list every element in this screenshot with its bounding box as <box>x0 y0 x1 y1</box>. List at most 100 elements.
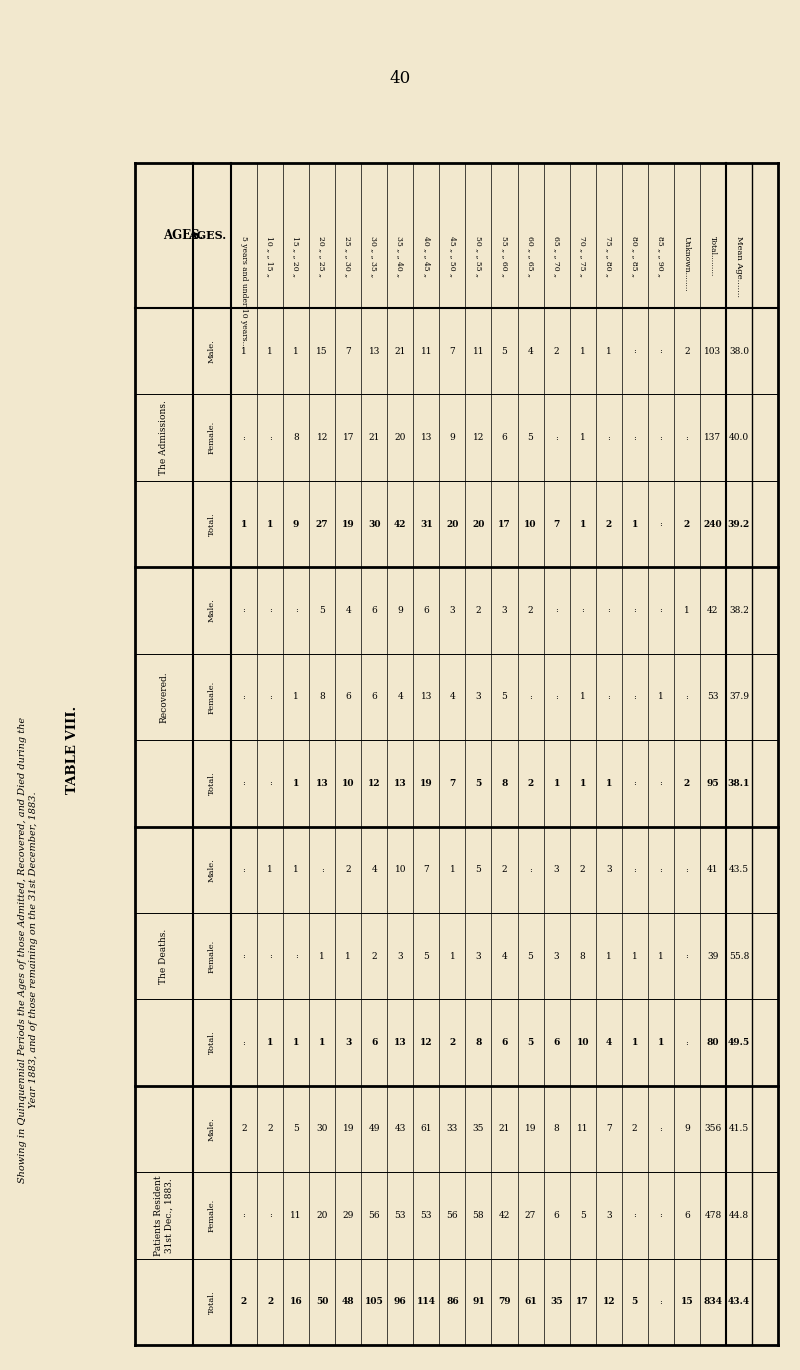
Text: 1: 1 <box>319 952 325 960</box>
Text: 1: 1 <box>606 778 612 788</box>
Text: 3: 3 <box>476 692 482 701</box>
Text: The Admissions.: The Admissions. <box>159 400 169 475</box>
Text: 2: 2 <box>267 1297 273 1306</box>
Text: :: : <box>269 1211 271 1219</box>
Text: 9: 9 <box>684 1125 690 1133</box>
Text: 33: 33 <box>446 1125 458 1133</box>
Text: 4: 4 <box>371 866 377 874</box>
Text: 56: 56 <box>369 1211 380 1219</box>
Text: :: : <box>659 1297 662 1306</box>
Text: 25 „ „ 30 „: 25 „ „ 30 „ <box>344 236 352 277</box>
Text: 12: 12 <box>602 1297 615 1306</box>
Text: 6: 6 <box>371 606 377 615</box>
Text: 41: 41 <box>707 866 718 874</box>
Text: 1: 1 <box>294 692 299 701</box>
Text: 1: 1 <box>632 952 638 960</box>
Text: 1: 1 <box>579 519 586 529</box>
Text: :: : <box>634 1211 636 1219</box>
Text: 1: 1 <box>294 866 299 874</box>
Text: :: : <box>269 952 271 960</box>
Text: Female.: Female. <box>208 421 216 455</box>
Text: :: : <box>529 866 532 874</box>
Text: 5: 5 <box>475 778 482 788</box>
Text: 2: 2 <box>554 347 559 356</box>
Text: 30: 30 <box>317 1125 328 1133</box>
Text: :: : <box>242 1038 246 1047</box>
Text: 6: 6 <box>554 1038 560 1047</box>
Text: 4: 4 <box>450 692 455 701</box>
Text: 1: 1 <box>580 433 586 443</box>
Text: 70 „ „ 75 „: 70 „ „ 75 „ <box>578 236 586 277</box>
Text: :: : <box>659 521 662 527</box>
Text: 2: 2 <box>346 866 351 874</box>
Text: 2: 2 <box>476 606 482 615</box>
Text: 39.2: 39.2 <box>728 519 750 529</box>
Text: 1: 1 <box>319 1038 326 1047</box>
Text: 5: 5 <box>423 952 430 960</box>
Text: 15: 15 <box>316 347 328 356</box>
Text: 13: 13 <box>394 778 406 788</box>
Text: 1: 1 <box>267 866 273 874</box>
Text: 15: 15 <box>681 1297 693 1306</box>
Text: 80: 80 <box>706 1038 719 1047</box>
Text: 6: 6 <box>684 1211 690 1219</box>
Text: 35 „ „ 40 „: 35 „ „ 40 „ <box>396 236 404 277</box>
Text: 5: 5 <box>502 692 507 701</box>
Text: 1: 1 <box>450 866 455 874</box>
Text: 13: 13 <box>421 433 432 443</box>
Text: 42: 42 <box>394 519 406 529</box>
Text: 2: 2 <box>684 519 690 529</box>
Text: 8: 8 <box>554 1125 559 1133</box>
Text: 12: 12 <box>473 433 484 443</box>
Text: 49: 49 <box>369 1125 380 1133</box>
Text: 6: 6 <box>346 692 351 701</box>
Text: 3: 3 <box>345 1038 351 1047</box>
Text: 56: 56 <box>446 1211 458 1219</box>
Text: 1: 1 <box>658 692 664 701</box>
Text: 61: 61 <box>421 1125 432 1133</box>
Text: :: : <box>659 1211 662 1219</box>
Text: 5: 5 <box>528 433 534 443</box>
Text: :: : <box>634 693 636 701</box>
Text: 27: 27 <box>525 1211 536 1219</box>
Text: 3: 3 <box>476 952 482 960</box>
Text: Mean Age.......: Mean Age....... <box>735 236 743 296</box>
Text: 13: 13 <box>394 1038 406 1047</box>
Text: 10 „ „ 15 „: 10 „ „ 15 „ <box>266 236 274 277</box>
Text: 16: 16 <box>290 1297 302 1306</box>
Text: :: : <box>242 780 246 788</box>
Text: 240: 240 <box>703 519 722 529</box>
Text: 17: 17 <box>576 1297 589 1306</box>
Text: :: : <box>607 607 610 615</box>
Text: 19: 19 <box>420 778 433 788</box>
Text: :: : <box>242 1211 246 1219</box>
Text: 2: 2 <box>242 1125 247 1133</box>
Text: 38.0: 38.0 <box>729 347 749 356</box>
Text: :: : <box>269 693 271 701</box>
Text: Total.: Total. <box>208 771 216 795</box>
Text: 20: 20 <box>317 1211 328 1219</box>
Text: 12: 12 <box>368 778 381 788</box>
Text: Male.: Male. <box>208 340 216 363</box>
Text: 5: 5 <box>475 866 482 874</box>
Text: 1: 1 <box>580 692 586 701</box>
Text: :: : <box>659 434 662 441</box>
Text: 2: 2 <box>371 952 377 960</box>
Text: 1: 1 <box>450 952 455 960</box>
Text: 7: 7 <box>606 1125 611 1133</box>
Text: 43.4: 43.4 <box>728 1297 750 1306</box>
Text: 75 „ „ 80 „: 75 „ „ 80 „ <box>605 236 613 277</box>
Text: 58: 58 <box>473 1211 484 1219</box>
Text: 2: 2 <box>241 1297 247 1306</box>
Text: Total.........: Total......... <box>709 236 717 275</box>
Text: :: : <box>294 607 298 615</box>
Text: 65 „ „ 70 „: 65 „ „ 70 „ <box>553 236 561 277</box>
Text: :: : <box>634 607 636 615</box>
Text: 5: 5 <box>580 1211 586 1219</box>
Text: 21: 21 <box>499 1125 510 1133</box>
Text: :: : <box>686 952 688 960</box>
Text: 2: 2 <box>580 866 586 874</box>
Text: :: : <box>242 866 246 874</box>
Text: 15 „ „ 20 „: 15 „ „ 20 „ <box>292 236 300 277</box>
Text: 10: 10 <box>342 778 354 788</box>
